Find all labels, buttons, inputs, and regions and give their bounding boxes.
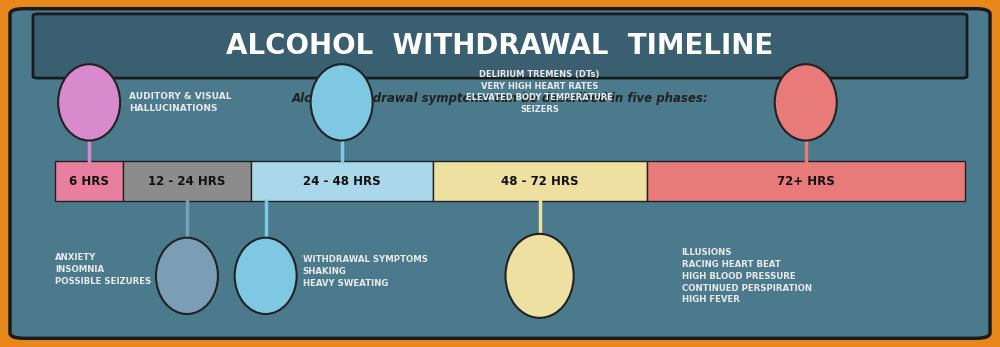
FancyBboxPatch shape	[646, 161, 965, 201]
Text: WITHDRAWAL SYMPTOMS
SHAKING
HEAVY SWEATING: WITHDRAWAL SYMPTOMS SHAKING HEAVY SWEATI…	[303, 255, 428, 288]
FancyBboxPatch shape	[10, 9, 990, 338]
Text: AUDITORY & VISUAL
HALLUCINATIONS: AUDITORY & VISUAL HALLUCINATIONS	[129, 92, 232, 113]
Text: ILLUSIONS
RACING HEART BEAT
HIGH BLOOD PRESSURE
CONTINUED PERSPIRATION
HIGH FEVE: ILLUSIONS RACING HEART BEAT HIGH BLOOD P…	[682, 248, 812, 304]
Text: 48 - 72 HRS: 48 - 72 HRS	[501, 175, 578, 188]
Ellipse shape	[58, 64, 120, 141]
Text: 12 - 24 HRS: 12 - 24 HRS	[148, 175, 226, 188]
Ellipse shape	[311, 64, 373, 141]
Text: ALCOHOL  WITHDRAWAL  TIMELINE: ALCOHOL WITHDRAWAL TIMELINE	[226, 32, 774, 60]
Ellipse shape	[505, 234, 574, 318]
Ellipse shape	[235, 238, 297, 314]
FancyBboxPatch shape	[433, 161, 646, 201]
FancyBboxPatch shape	[251, 161, 433, 201]
FancyBboxPatch shape	[123, 161, 251, 201]
Ellipse shape	[156, 238, 218, 314]
Ellipse shape	[775, 64, 837, 141]
FancyBboxPatch shape	[55, 161, 123, 201]
Text: 24 - 48 HRS: 24 - 48 HRS	[303, 175, 380, 188]
Text: 72+ HRS: 72+ HRS	[777, 175, 835, 188]
Text: 6 HRS: 6 HRS	[69, 175, 109, 188]
Text: Alcohol withdrawal symptoms can be described in five phases:: Alcohol withdrawal symptoms can be descr…	[292, 92, 708, 105]
Text: DELIRIUM TREMENS (DTs)
VERY HIGH HEART RATES
ELEVATED BODY TEMPERATURE
SEIZERS: DELIRIUM TREMENS (DTs) VERY HIGH HEART R…	[466, 70, 613, 114]
FancyBboxPatch shape	[33, 14, 967, 78]
Text: ANXIETY
INSOMNIA
POSSIBLE SEIZURES: ANXIETY INSOMNIA POSSIBLE SEIZURES	[55, 253, 151, 286]
